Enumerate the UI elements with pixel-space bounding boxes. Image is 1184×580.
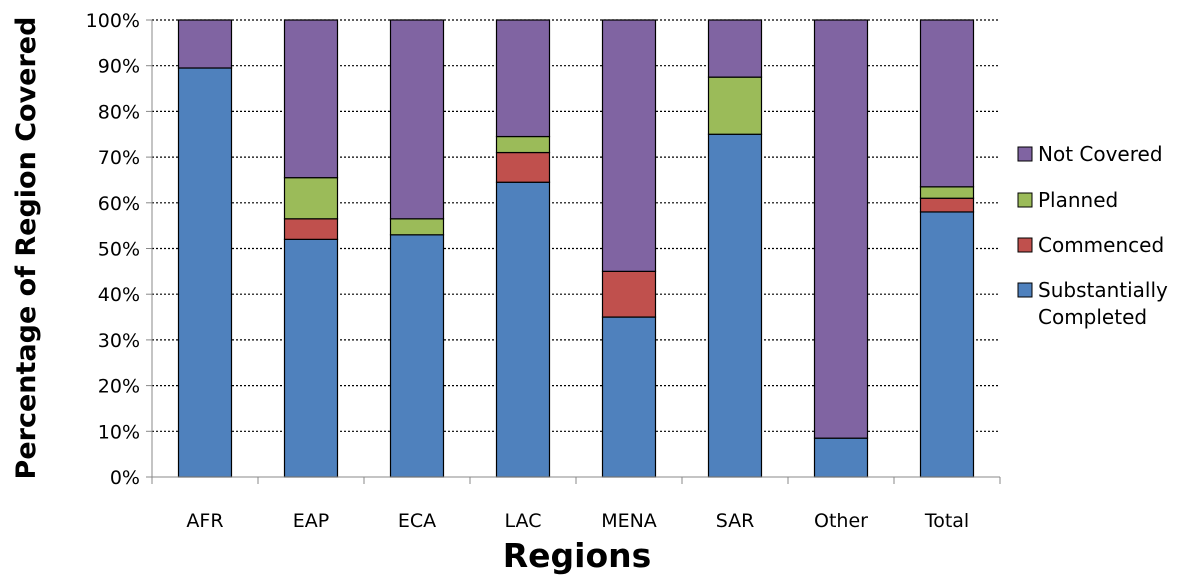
- legend-label-planned: Planned: [1038, 188, 1118, 212]
- bar-segment-substantially-completed-afr: [177, 67, 233, 478]
- bar-segment-not-covered-afr: [177, 19, 233, 69]
- bar-segment-substantially-completed-eap: [283, 238, 339, 478]
- bar-segment-planned-total: [919, 186, 975, 199]
- y-tick-label: 60%: [98, 193, 140, 215]
- bar-segment-not-covered-total: [919, 19, 975, 188]
- bar-segment-substantially-completed-eca: [389, 234, 445, 478]
- bar-segment-substantially-completed-mena: [601, 316, 657, 478]
- y-tick-label: 40%: [98, 284, 140, 306]
- y-tick-label: 80%: [98, 101, 140, 123]
- y-tick-label: 10%: [98, 421, 140, 443]
- bar-segment-planned-sar: [707, 76, 763, 135]
- legend-swatch-not-covered: [1017, 146, 1033, 162]
- bars: [177, 19, 975, 478]
- bar-segment-commenced-mena: [601, 270, 657, 318]
- x-tick-label-other: Other: [814, 510, 868, 532]
- bar-segment-not-covered-other: [813, 19, 869, 439]
- legend-label-not-covered: Not Covered: [1038, 142, 1163, 166]
- bar-segment-not-covered-sar: [707, 19, 763, 78]
- legend-swatch-planned: [1017, 192, 1033, 208]
- bar-segment-not-covered-eap: [283, 19, 339, 179]
- legend-label-substantially-completed: Substantially Completed: [1038, 278, 1168, 329]
- bar-segment-commenced-eap: [283, 218, 339, 240]
- y-axis-title: Percentage of Region Covered: [11, 17, 42, 480]
- bar-segment-planned-eap: [283, 177, 339, 220]
- legend-swatch-substantially-completed: [1017, 282, 1033, 298]
- bar-segment-substantially-completed-total: [919, 211, 975, 478]
- legend: Not Covered Planned Commenced Substantially…: [1017, 142, 1168, 329]
- y-tick-label: 0%: [110, 467, 140, 489]
- x-axis-title: Regions: [503, 536, 652, 575]
- legend-label-commenced: Commenced: [1038, 233, 1164, 257]
- bar-segment-substantially-completed-lac: [495, 181, 551, 478]
- x-tick-label-eca: ECA: [398, 510, 436, 532]
- x-tick-label-mena: MENA: [601, 510, 657, 532]
- y-tick-label: 30%: [98, 330, 140, 352]
- x-tick-labels: AFR EAP ECA LAC MENA SAR Other Total: [186, 510, 969, 532]
- bar-segment-substantially-completed-other: [813, 437, 869, 478]
- bar-segment-not-covered-mena: [601, 19, 657, 272]
- axes: [146, 19, 1001, 484]
- y-tick-label: 20%: [98, 376, 140, 398]
- y-tick-label: 90%: [98, 56, 140, 78]
- bar-segment-substantially-completed-sar: [707, 133, 763, 478]
- bar-segment-planned-lac: [495, 135, 551, 154]
- x-tick-label-eap: EAP: [293, 510, 329, 532]
- x-tick-label-total: Total: [924, 510, 969, 532]
- y-tick-label: 70%: [98, 147, 140, 169]
- bar-segment-commenced-total: [919, 197, 975, 213]
- x-tick-label-afr: AFR: [186, 510, 223, 532]
- legend-swatch-commenced: [1017, 237, 1033, 253]
- x-tick-label-lac: LAC: [505, 510, 542, 532]
- x-tick-label-sar: SAR: [716, 510, 755, 532]
- y-tick-label: 50%: [98, 239, 140, 261]
- y-tick-labels: 0% 10% 20% 30% 40% 50% 60% 70% 80% 90% 100%: [86, 10, 140, 489]
- y-tick-label: 100%: [86, 10, 140, 32]
- bar-segment-commenced-lac: [495, 151, 551, 183]
- bar-segment-not-covered-eca: [389, 19, 445, 220]
- bar-segment-not-covered-lac: [495, 19, 551, 138]
- bar-segment-planned-eca: [389, 218, 445, 236]
- gridlines: [152, 19, 1000, 432]
